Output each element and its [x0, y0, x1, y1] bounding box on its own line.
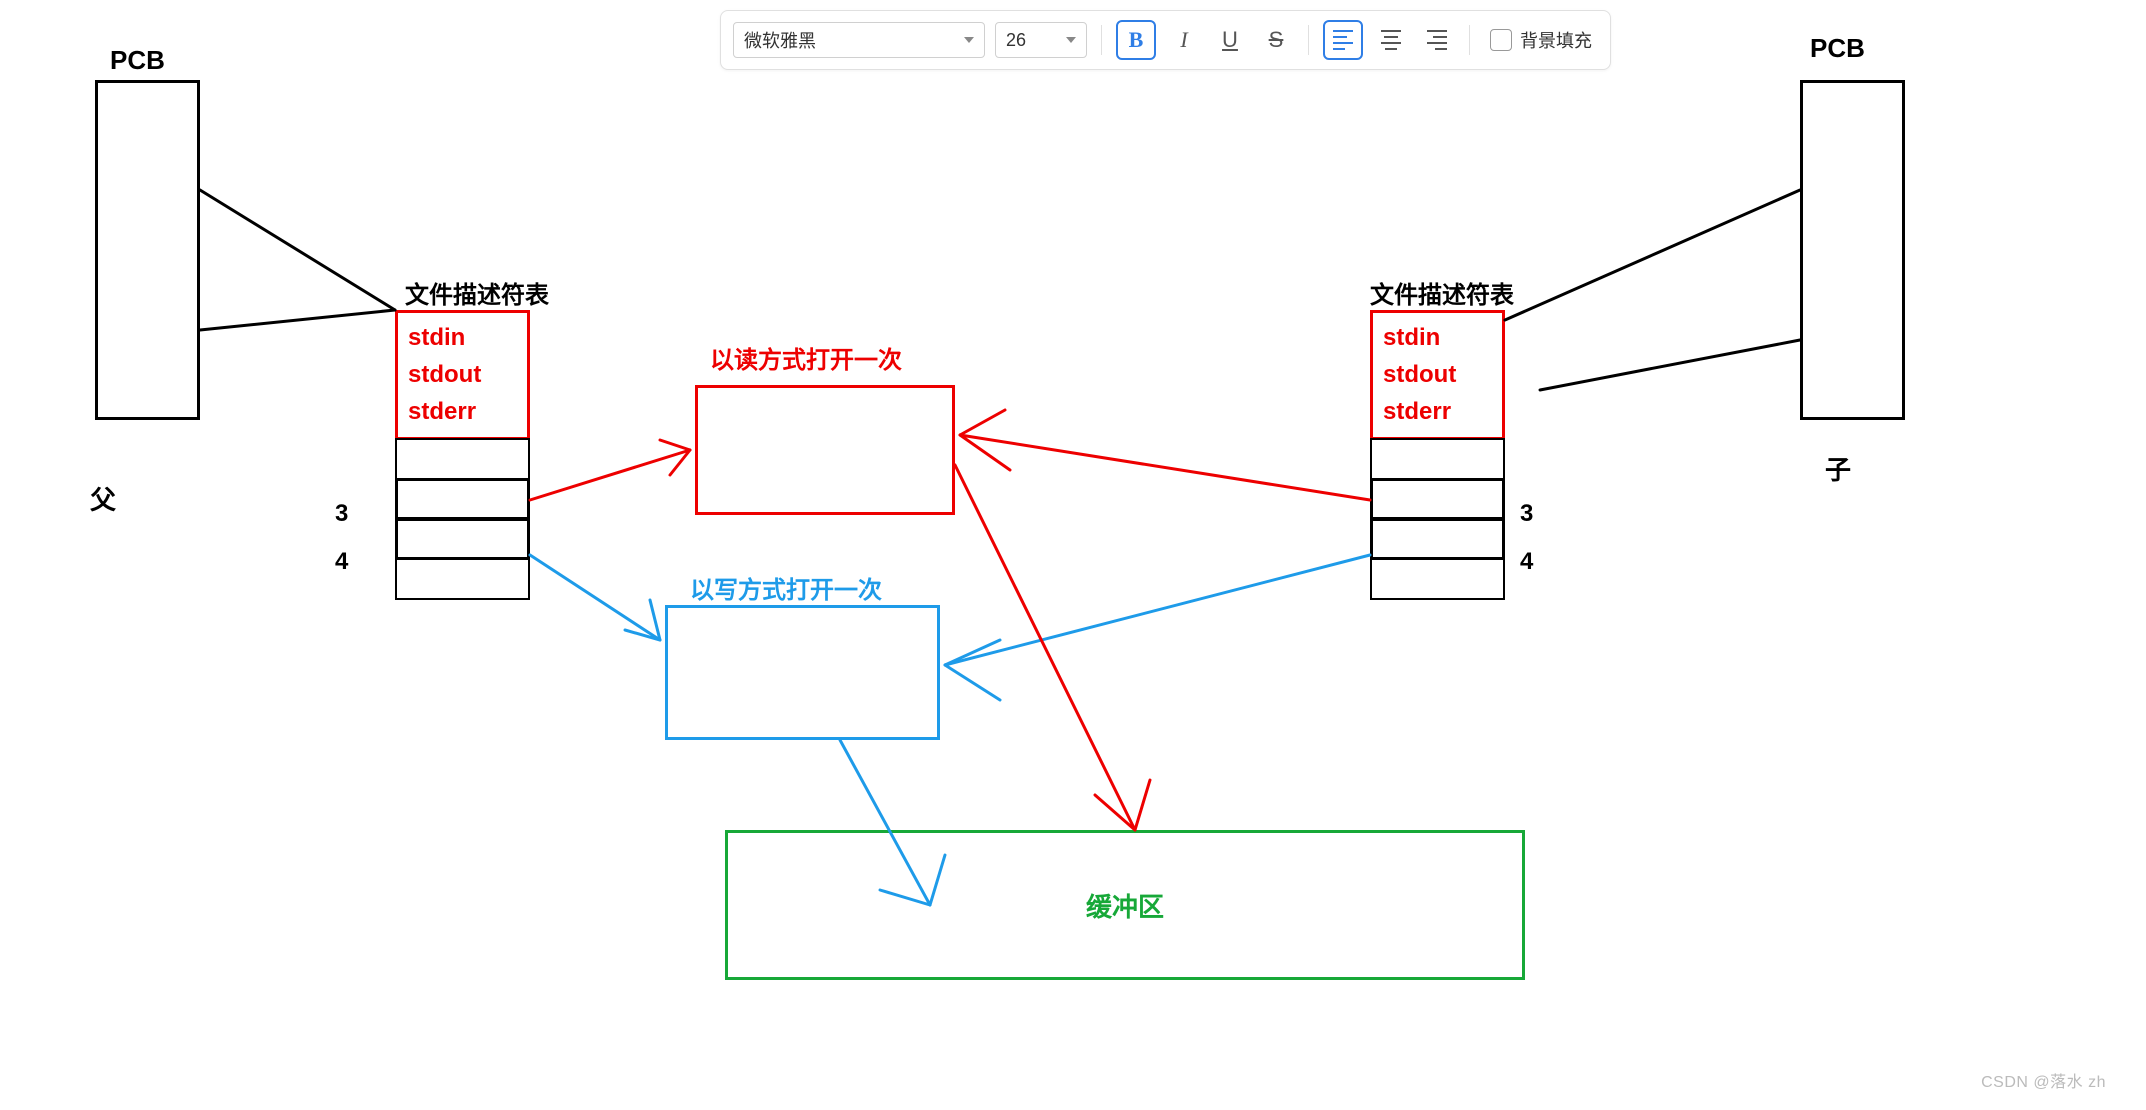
- write-box: [665, 605, 940, 740]
- child-fd-std: stdin stdout stderr: [1370, 310, 1505, 440]
- read-to-buffer: [955, 465, 1135, 830]
- child-4-to-write: [945, 555, 1370, 665]
- parent-pcb-to-fd-2: [200, 310, 395, 330]
- fd-stdout: stdout: [1383, 361, 1456, 389]
- child-pcb-label: PCB: [1810, 33, 1865, 64]
- parent-fd-table: stdin stdout stderr: [395, 310, 530, 600]
- parent-fd-row-4: [395, 518, 530, 560]
- child-fd-row-4: [1370, 518, 1505, 560]
- parent-fd-row: [395, 558, 530, 600]
- child-3-to-read: [960, 435, 1370, 500]
- parent-fd-title: 文件描述符表: [405, 275, 549, 310]
- child-pcb-box: [1800, 80, 1905, 420]
- child-fd-title: 文件描述符表: [1370, 275, 1514, 310]
- child-fd-row: [1370, 438, 1505, 480]
- parent-pcb-box: [95, 80, 200, 420]
- child-fd-row-3: [1370, 478, 1505, 520]
- fd-stdout: stdout: [408, 361, 481, 389]
- read-box-label: 以读方式打开一次: [710, 340, 902, 375]
- child-fd-row: [1370, 558, 1505, 600]
- parent-fd-row-3: [395, 478, 530, 520]
- buffer-label: 缓冲区: [1086, 887, 1164, 924]
- child-fd-table: stdin stdout stderr: [1370, 310, 1505, 600]
- parent-pcb-to-fd-1: [200, 190, 395, 310]
- parent-side-label: 父: [90, 480, 116, 517]
- fd-stderr: stderr: [408, 398, 476, 426]
- parent-fd-index-3: 3: [335, 500, 348, 528]
- write-box-label: 以写方式打开一次: [690, 570, 882, 605]
- watermark: CSDN @落水 zh: [1981, 1068, 2106, 1092]
- parent-3-to-read-head: [660, 440, 690, 475]
- parent-fd-std: stdin stdout stderr: [395, 310, 530, 440]
- diagram-canvas: PCB 父 文件描述符表 stdin stdout stderr 3 4 PCB…: [0, 0, 2146, 1110]
- buffer-box: 缓冲区: [725, 830, 1525, 980]
- read-to-buffer-head: [1095, 780, 1150, 830]
- child-side-label: 子: [1825, 450, 1851, 487]
- fd-stdin: stdin: [408, 324, 465, 352]
- child-fd-index-4: 4: [1520, 548, 1533, 576]
- child-fd-index-3: 3: [1520, 500, 1533, 528]
- child-pcb-to-fd-1: [1505, 190, 1800, 320]
- parent-pcb-label: PCB: [110, 45, 165, 76]
- read-box: [695, 385, 955, 515]
- parent-3-to-read: [530, 450, 690, 500]
- parent-fd-index-4: 4: [335, 548, 348, 576]
- fd-stdin: stdin: [1383, 324, 1440, 352]
- parent-fd-row: [395, 438, 530, 480]
- child-pcb-to-fd-2: [1540, 340, 1800, 390]
- parent-4-to-write-head: [625, 600, 660, 640]
- child-4-to-write-head: [945, 640, 1000, 700]
- fd-stderr: stderr: [1383, 398, 1451, 426]
- child-3-to-read-head: [960, 410, 1010, 470]
- parent-4-to-write: [530, 555, 660, 640]
